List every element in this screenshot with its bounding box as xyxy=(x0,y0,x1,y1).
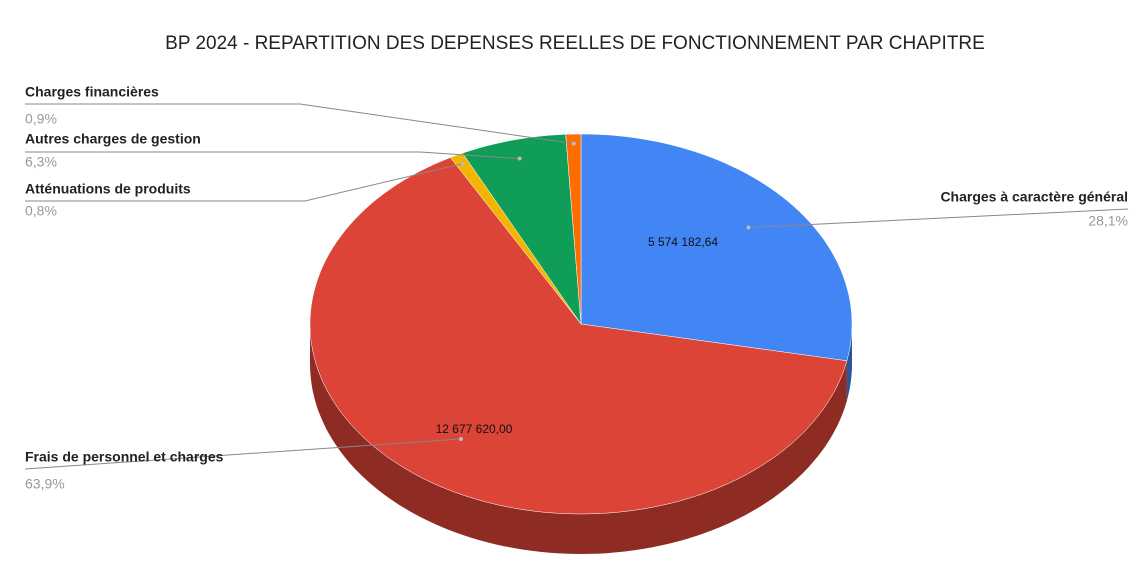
amount-label: 12 677 620,00 xyxy=(436,422,513,436)
slice-percent: 28,1% xyxy=(1088,213,1128,229)
slice xyxy=(580,133,853,362)
leader-dot xyxy=(460,161,465,166)
leader-dot xyxy=(459,437,464,442)
slice-label: Charges financières xyxy=(25,84,159,100)
slice xyxy=(309,157,848,515)
leader-dot xyxy=(571,141,576,146)
slice-percent: 63,9% xyxy=(25,476,65,492)
slice-percent: 0,9% xyxy=(25,111,57,127)
leader-dot xyxy=(746,225,751,230)
leader-line xyxy=(25,103,574,145)
leader-line xyxy=(25,151,520,160)
leader-line xyxy=(24,438,462,470)
leader-line xyxy=(25,163,463,202)
slice-percent: 0,8% xyxy=(25,203,57,219)
leader-dot xyxy=(517,156,522,161)
slice-label: Atténuations de produits xyxy=(25,181,191,197)
amount-label: 5 574 182,64 xyxy=(648,235,718,249)
slice xyxy=(565,133,582,325)
chart-title: BP 2024 - REPARTITION DES DEPENSES REELL… xyxy=(165,33,985,54)
leader-line xyxy=(748,208,1129,228)
slice-label: Frais de personnel et charges xyxy=(25,449,224,465)
slice-percent: 6,3% xyxy=(25,154,57,170)
slice-side xyxy=(310,324,847,554)
slice-label: Charges à caractère général xyxy=(940,189,1128,205)
slice-label: Autres charges de gestion xyxy=(25,131,201,147)
slice xyxy=(462,134,582,325)
